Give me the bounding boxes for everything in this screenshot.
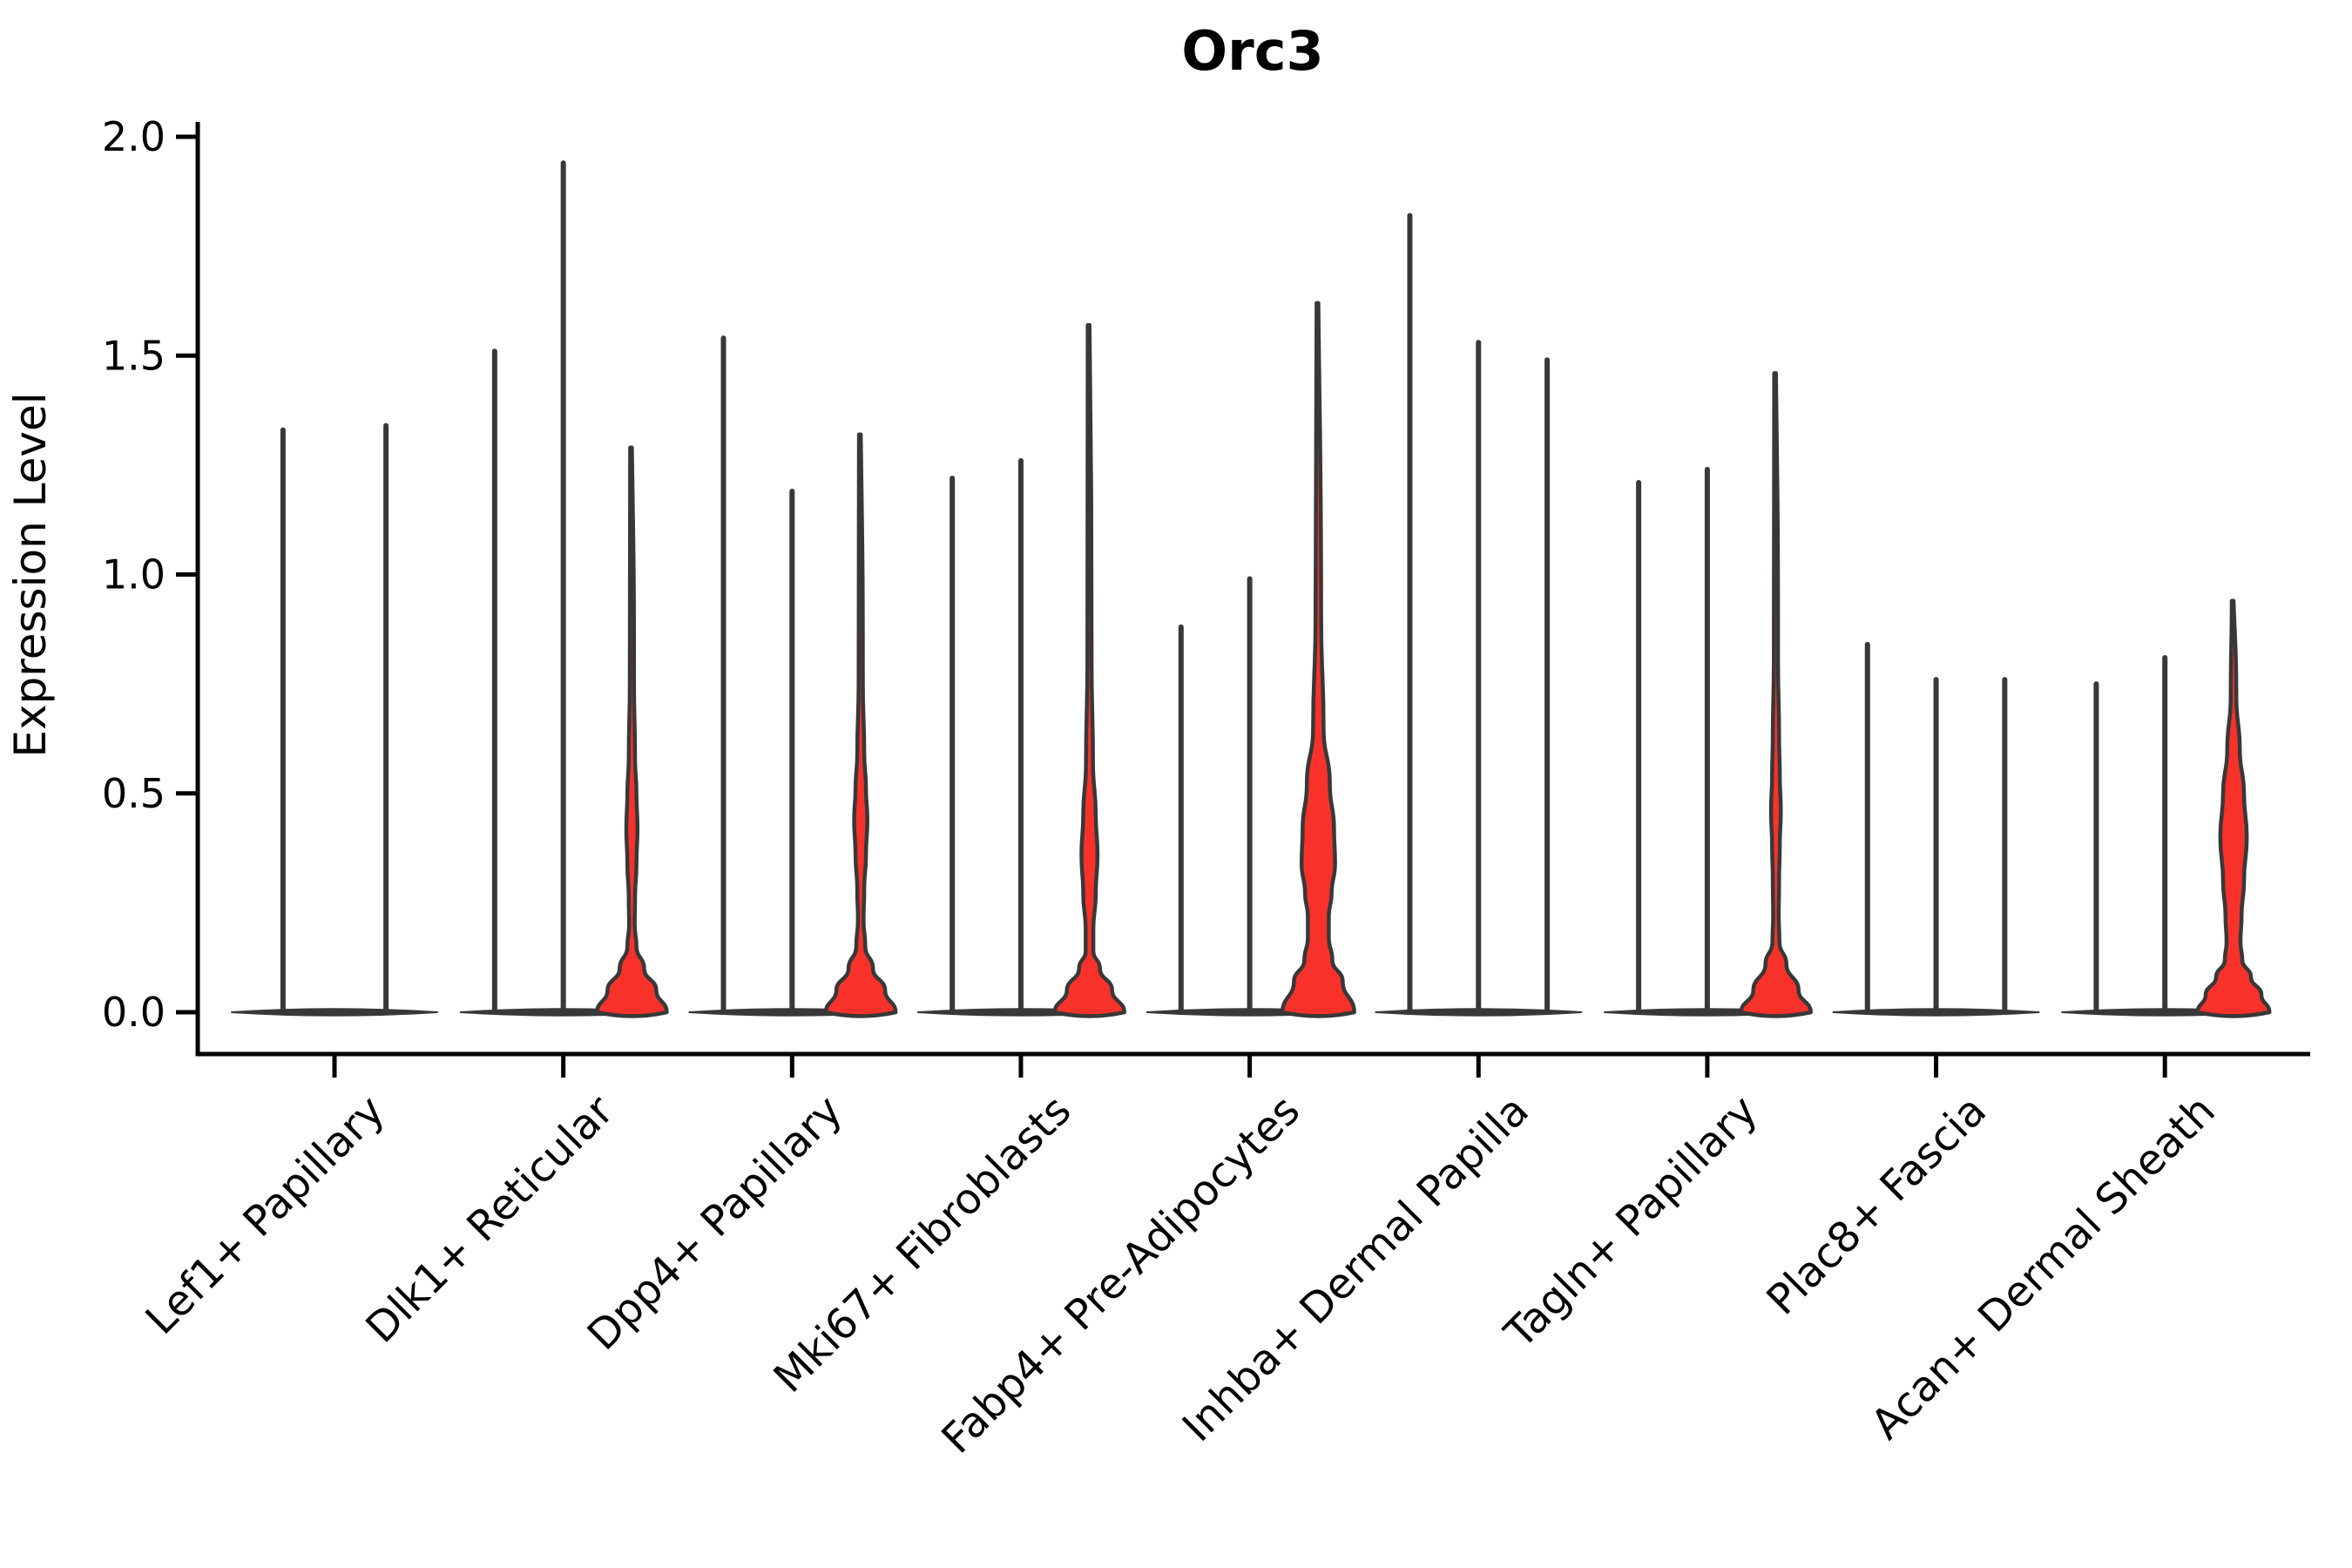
violin-group — [1146, 301, 1356, 1018]
violin-group — [459, 160, 669, 1018]
x-tick-label: Dlk1+ Reticular — [356, 1086, 623, 1353]
violin-expressed — [2195, 598, 2272, 1018]
y-tick-label: 1.5 — [102, 332, 166, 379]
violin-base — [231, 1008, 438, 1017]
violin-expressed — [1052, 322, 1126, 1018]
y-tick-label: 1.0 — [102, 551, 166, 598]
y-axis-label: Expression Level — [5, 392, 56, 757]
violin-expressed — [1739, 371, 1813, 1018]
x-tick-label: Tagln+ Papillary — [1495, 1086, 1767, 1358]
violin-expressed — [1280, 301, 1356, 1018]
y-tick-label: 0.5 — [102, 770, 166, 817]
violin-expressed — [595, 445, 669, 1018]
violin-group — [1832, 641, 2040, 1017]
violin-group — [688, 335, 898, 1018]
plot-title: Orc3 — [1181, 19, 1323, 83]
violin-group — [1603, 371, 1813, 1018]
violin-group — [231, 422, 438, 1017]
violin-group — [1375, 213, 1583, 1017]
violin-expressed — [823, 432, 898, 1018]
x-tick-label: Dpp4+ Papillary — [578, 1086, 852, 1360]
x-tick-label: Plac8+ Fascia — [1757, 1086, 1996, 1325]
x-tick-label: Lef1+ Papillary — [137, 1086, 395, 1344]
y-tick-label: 0.0 — [102, 989, 166, 1036]
violin-group — [2061, 598, 2272, 1018]
violin-group — [916, 322, 1126, 1018]
violins-layer — [231, 160, 2272, 1018]
y-tick-label: 2.0 — [102, 113, 166, 160]
